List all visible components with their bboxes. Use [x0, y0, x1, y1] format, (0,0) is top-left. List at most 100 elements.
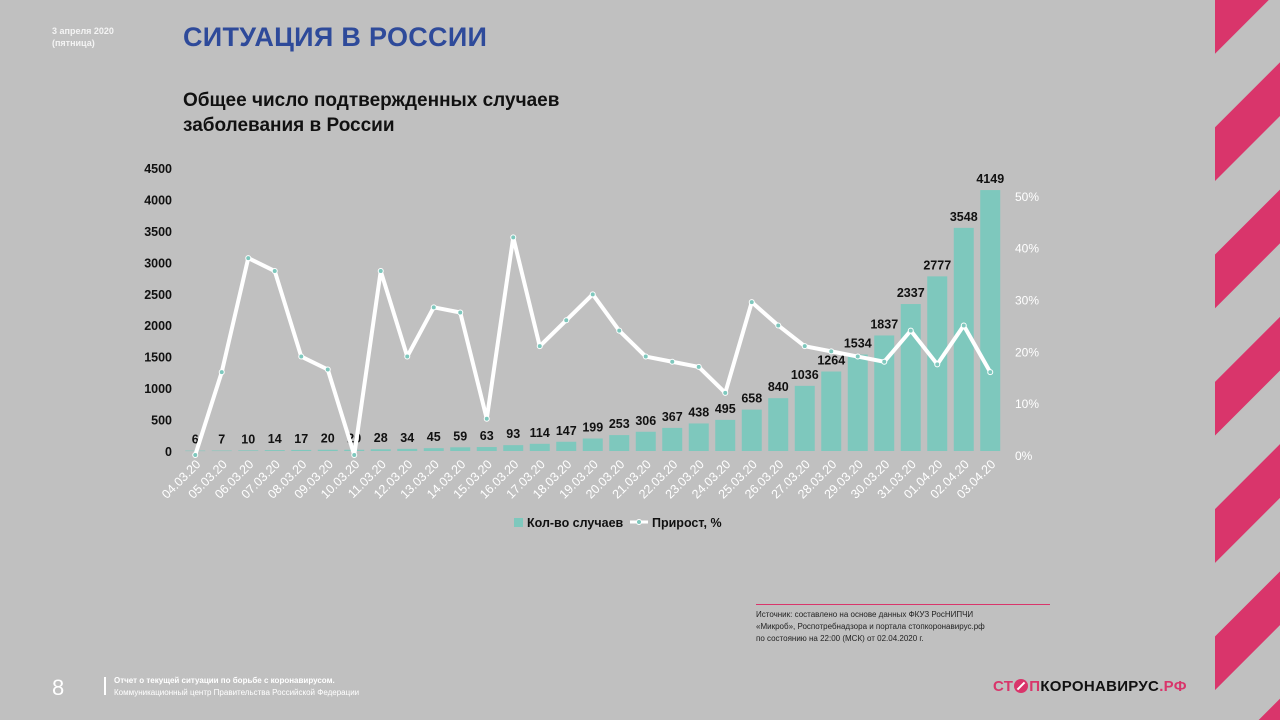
- footer-text: Отчет о текущей ситуации по борьбе с кор…: [114, 675, 359, 699]
- growth-point: [218, 369, 225, 376]
- source-line-2: «Микроб», Роспотребнадзора и портала сто…: [756, 622, 985, 631]
- bar-data-label: 59: [453, 429, 467, 443]
- left-axis-tick: 2000: [144, 319, 172, 333]
- bar: [238, 450, 259, 451]
- bar-data-label: 114: [530, 426, 550, 440]
- bar-data-label: 63: [480, 429, 494, 443]
- bar: [529, 443, 550, 451]
- footer-line-2: Коммуникационный центр Правительства Рос…: [114, 688, 360, 697]
- bar: [264, 450, 285, 451]
- bar: [397, 448, 418, 451]
- bar-data-label: 7: [218, 433, 225, 447]
- bar-data-label: 495: [715, 402, 736, 416]
- growth-point: [828, 348, 835, 355]
- growth-point: [192, 452, 199, 458]
- report-date: 3 апреля 2020 (пятница): [52, 25, 114, 49]
- bar-data-label: 147: [556, 424, 577, 438]
- bar-data-label: 34: [400, 431, 414, 445]
- growth-point: [934, 361, 941, 368]
- bar: [900, 304, 921, 451]
- growth-point: [430, 304, 437, 311]
- right-axis-tick: 40%: [1015, 242, 1039, 256]
- bar-data-label: 2337: [897, 286, 925, 300]
- logo-text-p: П: [1029, 678, 1041, 695]
- left-axis-tick: 500: [151, 414, 172, 428]
- bar: [662, 427, 683, 451]
- bar-data-label: 6: [192, 433, 199, 447]
- growth-point: [536, 343, 543, 350]
- growth-point: [669, 358, 676, 365]
- growth-point: [271, 268, 278, 275]
- legend-bar-label: Кол-во случаев: [527, 516, 624, 530]
- right-axis-tick: 0%: [1015, 449, 1033, 463]
- growth-point: [854, 353, 861, 360]
- growth-point: [563, 317, 570, 324]
- bar: [609, 435, 630, 451]
- bar: [582, 438, 603, 451]
- bar: [450, 447, 471, 451]
- source-line-3: по состоянию на 22:00 (МСК) от 02.04.202…: [756, 634, 924, 643]
- bar-data-label: 2777: [923, 258, 951, 272]
- bar-data-label: 10: [241, 432, 255, 446]
- bar-data-label: 1036: [791, 368, 819, 382]
- growth-point: [642, 353, 649, 360]
- bar-data-label: 17: [294, 432, 308, 446]
- growth-point: [245, 255, 252, 262]
- bar: [980, 190, 1001, 451]
- right-axis-tick: 10%: [1015, 397, 1039, 411]
- growth-point: [748, 299, 755, 306]
- bar: [317, 449, 338, 451]
- report-date-day: 3 апреля 2020: [52, 26, 114, 36]
- bar-data-label: 45: [427, 430, 441, 444]
- growth-point: [457, 309, 464, 316]
- bar: [688, 423, 709, 451]
- bar-data-label: 93: [506, 427, 520, 441]
- bar: [211, 450, 232, 452]
- left-axis-tick: 1000: [144, 382, 172, 396]
- left-axis-tick: 4000: [144, 193, 172, 207]
- logo-text-coronavirus: КОРОНАВИРУС: [1040, 678, 1160, 695]
- growth-point: [377, 268, 384, 275]
- growth-point: [987, 369, 994, 376]
- growth-point: [695, 363, 702, 370]
- source-note: Источник: составлено на основе данных ФК…: [756, 609, 1056, 645]
- bar: [741, 409, 762, 451]
- growth-point: [404, 353, 411, 360]
- growth-point: [616, 327, 623, 334]
- cases-chart: 0 500 1000 1500 2000 2500 3000 3500 4000 4500 0% 10…: [144, 162, 1039, 530]
- bar: [291, 449, 312, 451]
- left-axis-tick: 0: [165, 445, 172, 459]
- source-divider: [756, 604, 1050, 605]
- growth-point: [351, 452, 358, 458]
- report-date-weekday: (пятница): [52, 38, 95, 48]
- growth-point: [510, 234, 517, 241]
- growth-point: [324, 366, 331, 373]
- bar-data-label: 840: [768, 380, 789, 394]
- bar-data-label: 1534: [844, 337, 872, 351]
- bar: [503, 445, 524, 451]
- left-axis-tick: 4500: [144, 162, 172, 176]
- growth-point: [801, 343, 808, 350]
- bar-data-label: 20: [321, 432, 335, 446]
- growth-point: [722, 389, 729, 396]
- stopcoronavirus-logo[interactable]: СТ ПКОРОНАВИРУС.РФ: [993, 678, 1187, 695]
- bar: [370, 449, 391, 451]
- right-axis-tick: 20%: [1015, 345, 1039, 359]
- growth-point: [298, 353, 305, 360]
- bar: [476, 447, 497, 451]
- bar-data-label: 14: [268, 432, 282, 446]
- bar: [794, 385, 815, 451]
- bar: [768, 398, 789, 451]
- source-line-1: Источник: составлено на основе данных ФК…: [756, 610, 974, 619]
- left-axis-tick: 2500: [144, 288, 172, 302]
- growth-point: [907, 327, 914, 334]
- growth-point: [881, 358, 888, 365]
- bar: [715, 419, 736, 451]
- footer-divider: [104, 677, 106, 695]
- bar-data-label: 253: [609, 417, 630, 431]
- bar-data-label: 1837: [870, 317, 898, 331]
- legend-line-marker: [636, 519, 642, 525]
- decorative-stripes: [1215, 0, 1280, 720]
- bar-data-label: 367: [662, 410, 683, 424]
- bar-data-label: 4149: [976, 172, 1004, 186]
